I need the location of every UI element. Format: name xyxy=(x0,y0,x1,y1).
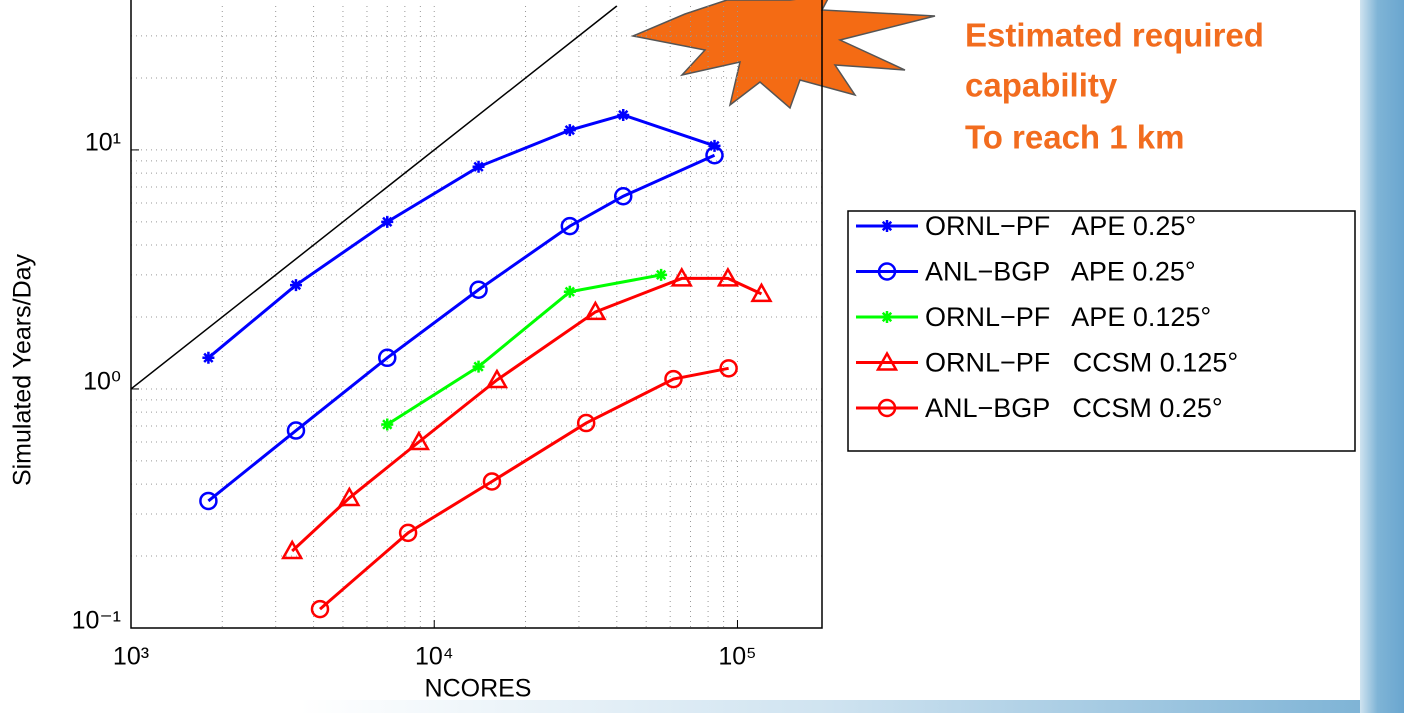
marker xyxy=(290,279,302,291)
x-tick-label: 10⁵ xyxy=(718,643,756,671)
series-line xyxy=(292,278,761,551)
marker xyxy=(381,216,393,228)
marker xyxy=(564,124,576,136)
series-line xyxy=(208,115,714,358)
legend-label: ORNL−PF APE 0.125° xyxy=(925,302,1211,332)
marker xyxy=(473,361,485,373)
series-line xyxy=(320,368,729,609)
x-axis-label: NCORES xyxy=(425,675,532,703)
y-tick-label: 10⁻¹ xyxy=(72,607,121,635)
marker xyxy=(202,352,214,364)
x-tick-label: 10³ xyxy=(113,643,149,671)
marker xyxy=(881,220,893,232)
side-band xyxy=(1360,0,1404,713)
starburst xyxy=(633,0,935,108)
series-line xyxy=(208,155,714,501)
legend-label: ORNL−PF APE 0.25° xyxy=(925,211,1196,241)
annotation-line: Estimated required xyxy=(965,17,1264,54)
annotation-line: To reach 1 km xyxy=(965,119,1184,156)
y-tick-label: 10⁰ xyxy=(83,368,121,396)
y-tick-label: 10¹ xyxy=(85,129,121,157)
marker xyxy=(381,419,393,431)
marker xyxy=(881,311,893,323)
chart: Estimated required capability To reach 1… xyxy=(0,0,1404,713)
legend-label: ANL−BGP CCSM 0.25° xyxy=(925,393,1223,423)
reference-line xyxy=(131,6,617,389)
marker xyxy=(655,269,667,281)
series-line xyxy=(387,275,661,425)
marker xyxy=(473,161,485,173)
y-axis-label: Simulated Years/Day xyxy=(9,253,37,486)
annotation-line: capability xyxy=(965,67,1118,104)
x-tick-label: 10⁴ xyxy=(415,643,454,671)
annotation: Estimated required capability To reach 1… xyxy=(965,17,1264,156)
plot-frame xyxy=(131,0,822,628)
legend-label: ORNL−PF CCSM 0.125° xyxy=(925,348,1238,378)
marker xyxy=(617,109,629,121)
legend-label: ANL−BGP APE 0.25° xyxy=(925,257,1196,287)
marker xyxy=(564,286,576,298)
marker xyxy=(709,140,721,152)
